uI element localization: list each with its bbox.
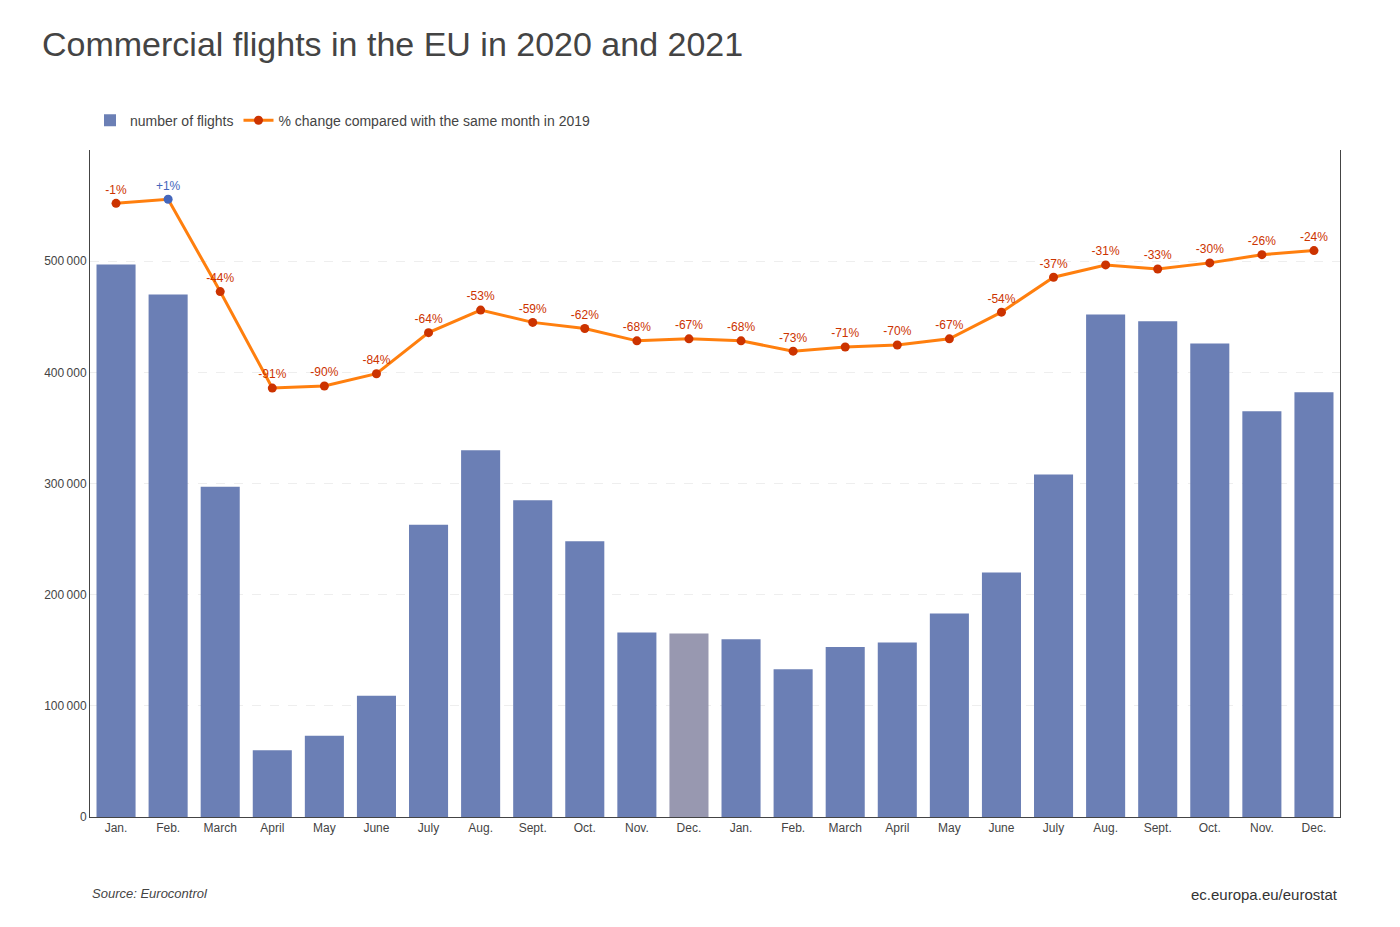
svg-text:Feb.: Feb. [156,821,180,835]
svg-text:-1%: -1% [105,183,127,197]
svg-text:500 000: 500 000 [44,254,87,268]
svg-text:-70%: -70% [883,324,911,338]
svg-text:ec.europa.eu/eurostat: ec.europa.eu/eurostat [1191,886,1338,903]
svg-text:Dec.: Dec. [677,821,702,835]
svg-text:-24%: -24% [1300,230,1328,244]
svg-text:+1%: +1% [156,179,181,193]
svg-text:-64%: -64% [415,312,443,326]
svg-text:-67%: -67% [935,318,963,332]
svg-text:-37%: -37% [1040,257,1068,271]
svg-text:Jan.: Jan. [730,821,753,835]
svg-text:300 000: 300 000 [44,477,87,491]
svg-text:Feb.: Feb. [781,821,805,835]
svg-text:Aug.: Aug. [1093,821,1118,835]
svg-text:Nov.: Nov. [1250,821,1274,835]
svg-text:June: June [363,821,389,835]
svg-text:April: April [260,821,284,835]
svg-text:-68%: -68% [623,320,651,334]
svg-text:-44%: -44% [206,271,234,285]
svg-text:-71%: -71% [831,326,859,340]
svg-text:-73%: -73% [779,331,807,345]
svg-text:-91%: -91% [258,367,286,381]
svg-text:-84%: -84% [362,353,390,367]
svg-text:July: July [1043,821,1064,835]
svg-text:July: July [418,821,439,835]
svg-text:% change compared with the sam: % change compared with the same month in… [279,113,591,129]
svg-text:Source: Eurocontrol: Source: Eurocontrol [92,886,208,901]
svg-text:Sept.: Sept. [519,821,547,835]
svg-text:-62%: -62% [571,308,599,322]
svg-text:-90%: -90% [310,365,338,379]
svg-text:March: March [204,821,237,835]
svg-text:May: May [938,821,961,835]
svg-text:-31%: -31% [1092,244,1120,258]
svg-text:March: March [829,821,862,835]
svg-text:May: May [313,821,336,835]
svg-text:Oct.: Oct. [1199,821,1221,835]
svg-text:Jan.: Jan. [105,821,128,835]
svg-text:Aug.: Aug. [468,821,493,835]
svg-text:Dec.: Dec. [1302,821,1327,835]
svg-text:-54%: -54% [987,292,1015,306]
svg-text:Commercial flights in the EU i: Commercial flights in the EU in 2020 and… [42,25,743,63]
svg-text:-33%: -33% [1144,248,1172,262]
svg-text:200 000: 200 000 [44,588,87,602]
svg-text:-30%: -30% [1196,242,1224,256]
svg-text:Oct.: Oct. [574,821,596,835]
svg-text:-53%: -53% [467,289,495,303]
svg-text:June: June [988,821,1014,835]
svg-text:-26%: -26% [1248,234,1276,248]
svg-text:Sept.: Sept. [1144,821,1172,835]
svg-text:-68%: -68% [727,320,755,334]
svg-text:0: 0 [80,810,87,824]
svg-text:number of flights: number of flights [130,113,234,129]
svg-text:Nov.: Nov. [625,821,649,835]
svg-text:-67%: -67% [675,318,703,332]
svg-text:-59%: -59% [519,302,547,316]
svg-text:100 000: 100 000 [44,699,87,713]
svg-text:400 000: 400 000 [44,366,87,380]
svg-text:April: April [885,821,909,835]
